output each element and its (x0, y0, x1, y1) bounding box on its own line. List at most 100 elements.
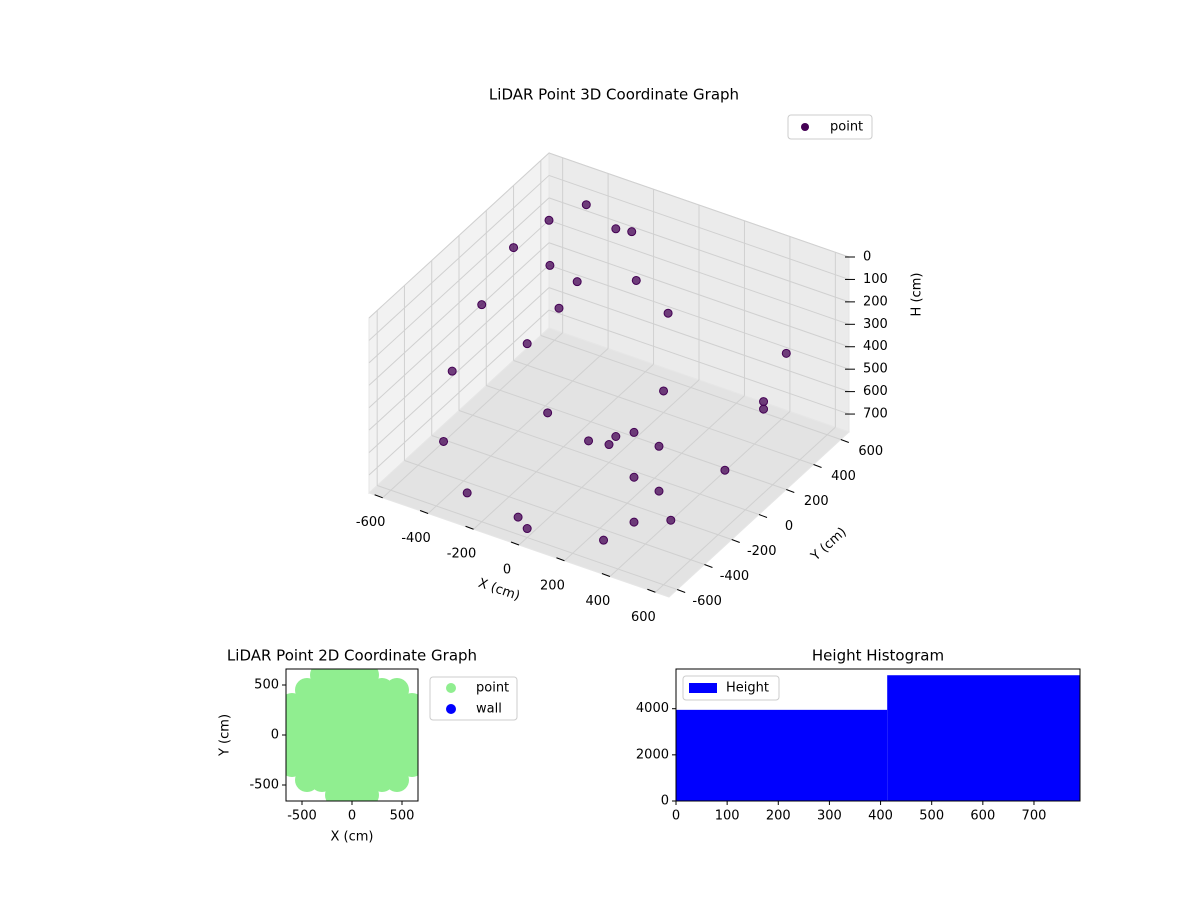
bar (887, 675, 1080, 801)
point (522, 524, 532, 534)
x-tick-label: 400 (585, 594, 610, 609)
tick-mark (556, 557, 565, 562)
y-tick-label: 0 (271, 728, 279, 743)
y-tick-label: 600 (858, 444, 883, 459)
point (509, 243, 519, 253)
point (659, 386, 669, 396)
point (584, 436, 594, 446)
tick-mark (677, 589, 686, 593)
point (545, 260, 555, 270)
tick-mark (786, 489, 795, 493)
tick-mark (704, 564, 713, 568)
x-axis-label: X (cm) (331, 830, 374, 845)
x-axis-label: X (cm) (476, 576, 522, 604)
point (385, 768, 409, 792)
tick-mark (813, 464, 822, 468)
x-tick-label: 600 (631, 610, 656, 625)
y-tick-label: -500 (249, 778, 279, 793)
y-tick-label: 200 (804, 494, 829, 509)
legend-marker (689, 683, 717, 693)
grid-line (368, 309, 550, 476)
x-tick-label: 200 (540, 578, 565, 593)
point (629, 517, 639, 527)
point (654, 441, 664, 451)
point (631, 275, 641, 285)
point (439, 436, 449, 446)
y-tick-label: 2000 (636, 747, 669, 762)
grid-line (548, 219, 850, 325)
grid-line (486, 385, 787, 490)
point (611, 431, 621, 441)
bar (676, 709, 888, 801)
grid-line (368, 175, 550, 341)
tick-mark (601, 573, 611, 577)
tick-mark (731, 539, 740, 543)
chart-title: LiDAR Point 2D Coordinate Graph (227, 647, 477, 665)
z-tick-label: 400 (863, 339, 888, 354)
legend-box (787, 114, 873, 140)
grid-line (377, 485, 678, 590)
grid-line (548, 174, 850, 280)
grid-line (404, 460, 705, 565)
point (654, 486, 664, 496)
point (604, 440, 614, 450)
point (720, 465, 730, 475)
point (554, 303, 564, 313)
point (599, 535, 609, 545)
x-tick-label: 200 (766, 809, 791, 824)
x-tick-label: 0 (503, 563, 511, 578)
legend-marker (446, 683, 456, 693)
y-tick-label: -600 (692, 594, 722, 609)
tick-mark (647, 588, 656, 593)
point (781, 348, 791, 358)
grid-line (548, 264, 850, 370)
point (543, 408, 553, 418)
grid-line (548, 309, 850, 415)
legend-marker (801, 123, 809, 131)
grid-line (368, 152, 550, 319)
x-tick-label: 300 (817, 809, 842, 824)
plot-area (286, 669, 418, 801)
y-axis-label: Y (cm) (808, 525, 850, 565)
tick-mark (419, 510, 429, 514)
axes-frame (675, 668, 1081, 802)
grid-line (368, 197, 550, 364)
legend-box (682, 675, 780, 701)
tick-mark (374, 494, 383, 499)
grid-line (458, 410, 760, 515)
grid-line (548, 197, 850, 303)
point (663, 308, 673, 318)
point (513, 512, 523, 522)
grid-line (548, 242, 850, 348)
tick-mark (465, 525, 474, 530)
y-tick-label: 500 (254, 678, 279, 693)
x-tick-label: 700 (1022, 809, 1047, 824)
legend-label: Height (726, 681, 769, 696)
tick-mark (840, 439, 849, 443)
y-tick-label: 0 (661, 794, 669, 809)
point (462, 488, 472, 498)
legend-label: point (476, 681, 509, 696)
point (666, 515, 676, 525)
point (611, 224, 621, 234)
chart-title: LiDAR Point 3D Coordinate Graph (489, 86, 739, 104)
y-tick-label: -200 (747, 544, 777, 559)
x-tick-label: -400 (401, 531, 431, 546)
point (522, 339, 532, 349)
x-tick-label: 400 (868, 809, 893, 824)
point (447, 366, 457, 376)
z-tick-label: 200 (863, 294, 888, 309)
y-tick-label: 400 (831, 469, 856, 484)
point (572, 277, 582, 287)
x-tick-label: 500 (919, 809, 944, 824)
grid-line (513, 360, 814, 465)
x-tick-label: 600 (970, 809, 995, 824)
point (355, 783, 379, 801)
y-tick-label: -400 (720, 569, 750, 584)
point (627, 227, 637, 237)
grid-line (548, 287, 850, 393)
point (477, 300, 487, 310)
y-tick-label: 0 (785, 519, 793, 534)
